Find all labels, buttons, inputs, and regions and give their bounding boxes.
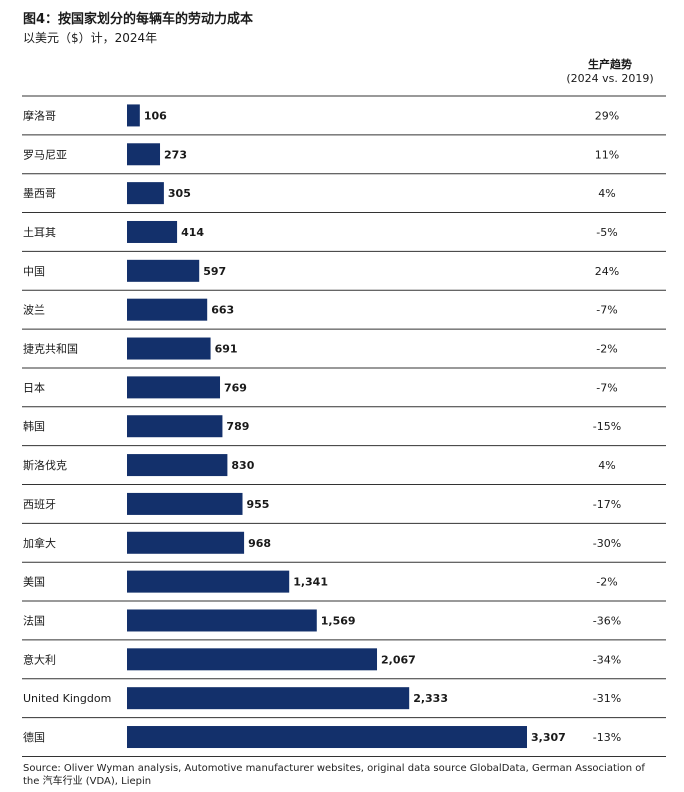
bar	[127, 415, 223, 438]
trend-value: -2%	[596, 576, 617, 589]
data-label: 2,333	[413, 692, 448, 705]
data-label: 955	[247, 498, 270, 511]
category-label: 美国	[23, 576, 45, 589]
category-label: 法国	[23, 613, 45, 627]
trend-value: -13%	[593, 731, 621, 744]
bar	[127, 220, 178, 243]
trend-value: -7%	[596, 304, 617, 317]
bar-chart: 摩洛哥 106 29% 罗马尼亚 273 11% 墨西哥 305 4% 土耳其 414 -5% 中国 59…	[22, 95, 666, 757]
trend-value: -15%	[593, 420, 621, 433]
category-label: 德国	[23, 730, 45, 744]
data-label: 597	[203, 265, 226, 278]
bar	[127, 492, 243, 515]
bar	[127, 104, 140, 127]
data-label: 414	[181, 226, 204, 239]
trend-header-title: 生产趋势	[588, 58, 632, 71]
category-label: 摩洛哥	[23, 108, 56, 122]
data-label: 3,307	[531, 731, 566, 744]
source-note: Source: Oliver Wyman analysis, Automotiv…	[23, 763, 645, 787]
category-label: 日本	[23, 380, 45, 394]
category-label: 罗马尼亚	[23, 148, 67, 161]
bar	[127, 259, 200, 282]
trend-value: -34%	[593, 653, 621, 666]
bar	[127, 454, 228, 477]
data-label: 663	[211, 304, 234, 317]
category-label: 意大利	[23, 652, 56, 666]
bar	[127, 726, 527, 749]
data-label: 1,341	[293, 576, 328, 589]
category-label: 中国	[23, 265, 45, 278]
category-label: 墨西哥	[23, 187, 56, 200]
category-label: 捷克共和国	[23, 342, 78, 356]
trend-value: 11%	[595, 148, 619, 161]
data-label: 769	[224, 381, 247, 394]
bar	[127, 182, 164, 205]
category-label: United Kingdom	[23, 692, 111, 705]
data-label: 968	[248, 537, 271, 550]
data-label: 273	[164, 148, 187, 161]
trend-value: 4%	[598, 459, 615, 472]
bar	[127, 648, 378, 671]
trend-value: -5%	[596, 226, 617, 239]
bar	[127, 298, 208, 321]
trend-value: 29%	[595, 109, 619, 122]
category-label: 斯洛伐克	[23, 458, 67, 472]
trend-value: 24%	[595, 265, 619, 278]
trend-header-period: (2024 vs. 2019)	[566, 72, 654, 85]
trend-value: -31%	[593, 692, 621, 705]
trend-column-header: 生产趋势 (2024 vs. 2019)	[540, 58, 680, 86]
data-label: 106	[144, 109, 167, 122]
bar	[127, 609, 317, 632]
category-label: 波兰	[23, 304, 45, 317]
category-label: 加拿大	[23, 536, 56, 550]
category-label: 土耳其	[23, 226, 56, 239]
bar	[127, 376, 221, 399]
trend-value: -17%	[593, 498, 621, 511]
bar	[127, 143, 161, 166]
trend-value: -2%	[596, 343, 617, 356]
data-label: 2,067	[381, 653, 416, 666]
chart-title: 图4：按国家划分的每辆车的劳动力成本	[23, 12, 254, 27]
data-label: 1,569	[321, 614, 356, 627]
bar	[127, 570, 290, 593]
bar	[127, 531, 245, 554]
data-label: 789	[226, 420, 249, 433]
trend-value: -7%	[596, 381, 617, 394]
data-label: 691	[215, 343, 238, 356]
category-label: 西班牙	[23, 498, 56, 511]
data-label: 305	[168, 187, 191, 200]
category-label: 韩国	[23, 419, 45, 433]
trend-value: -30%	[593, 537, 621, 550]
bar	[127, 687, 410, 710]
trend-value: -36%	[593, 614, 621, 627]
data-label: 830	[231, 459, 254, 472]
chart-subtitle: 以美元（$）计，2024年	[23, 31, 158, 45]
bar	[127, 337, 211, 360]
trend-value: 4%	[598, 187, 615, 200]
